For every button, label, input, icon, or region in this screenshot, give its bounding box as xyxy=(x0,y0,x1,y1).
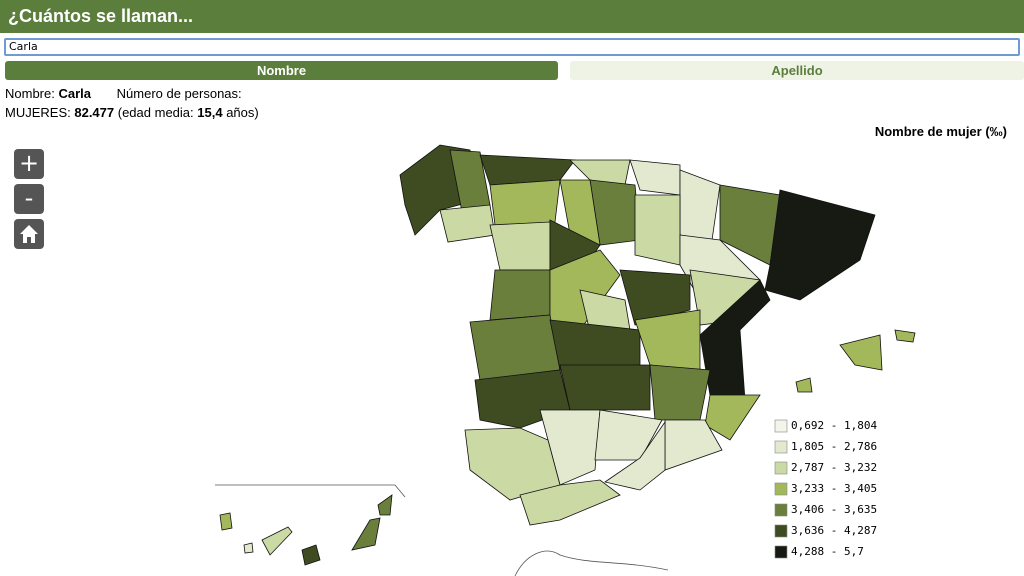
province xyxy=(464,427,561,501)
province xyxy=(489,269,551,321)
header-title: ¿Cuántos se llaman... xyxy=(0,0,1024,33)
province xyxy=(377,494,393,516)
tab-apellido[interactable]: Apellido xyxy=(570,61,1024,80)
age-prefix: (edad media: xyxy=(117,105,194,120)
name-value: Carla xyxy=(58,86,92,101)
legend-label: 3,233 - 3,405 xyxy=(791,482,877,495)
province xyxy=(449,149,491,213)
province xyxy=(439,204,496,243)
home-icon xyxy=(20,225,38,243)
search-input[interactable]: Carla xyxy=(4,38,1020,56)
province xyxy=(704,394,761,441)
province xyxy=(719,184,781,266)
province xyxy=(679,234,761,301)
province xyxy=(479,154,576,186)
province xyxy=(604,420,666,491)
women-line: MUJERES: 82.477 (edad media: 15,4 años) xyxy=(5,105,259,120)
legend-swatch xyxy=(774,524,788,538)
age-suffix: años) xyxy=(226,105,259,120)
women-label: MUJERES: xyxy=(5,105,71,120)
province xyxy=(664,419,723,471)
province xyxy=(699,279,771,401)
province xyxy=(399,144,479,236)
province xyxy=(261,526,293,556)
province xyxy=(764,189,876,301)
province xyxy=(634,194,681,266)
map-title: Nombre de mujer (‰) xyxy=(874,124,1007,139)
legend-label: 3,636 - 4,287 xyxy=(791,524,877,537)
women-count: 82.477 xyxy=(74,105,115,120)
legend-label: 4,288 - 5,7 xyxy=(791,545,864,558)
zoom-in[interactable]: + xyxy=(14,149,44,179)
province xyxy=(839,334,883,371)
province xyxy=(549,319,641,371)
africa-coast xyxy=(514,550,669,576)
province xyxy=(469,314,561,381)
province xyxy=(539,409,601,486)
province xyxy=(679,169,721,241)
province xyxy=(489,221,551,271)
legend-swatch xyxy=(774,461,788,475)
info-line: Nombre: Carla Número de personas: xyxy=(5,86,242,101)
province xyxy=(619,269,691,326)
zoom-out[interactable]: - xyxy=(14,184,44,214)
legend-label: 0,692 - 1,804 xyxy=(791,419,877,432)
province xyxy=(489,179,561,226)
legend-label: 3,406 - 3,635 xyxy=(791,503,877,516)
province xyxy=(219,512,233,531)
province xyxy=(474,369,571,429)
province xyxy=(243,542,254,554)
provinces xyxy=(219,144,916,566)
province xyxy=(894,329,916,343)
province xyxy=(351,517,381,551)
legend-swatch xyxy=(774,545,788,559)
name-label: Nombre: xyxy=(5,86,55,101)
legend-label: 1,805 - 2,786 xyxy=(791,440,877,453)
province xyxy=(579,289,631,333)
province xyxy=(559,364,651,411)
age-value: 15,4 xyxy=(197,105,223,120)
home-button[interactable] xyxy=(14,219,44,249)
legend-swatch xyxy=(774,419,788,433)
canarias-frame xyxy=(215,484,406,498)
count-label: Número de personas: xyxy=(116,86,242,101)
tab-nombre[interactable]: Nombre xyxy=(5,61,558,80)
province xyxy=(559,179,601,246)
legend-swatch xyxy=(774,503,788,517)
province xyxy=(649,364,711,421)
province xyxy=(634,309,701,371)
province xyxy=(549,249,621,331)
legend-swatch xyxy=(774,440,788,454)
province xyxy=(519,479,621,526)
province xyxy=(689,269,761,326)
province xyxy=(594,409,663,461)
province xyxy=(589,179,641,246)
province xyxy=(795,377,813,393)
province xyxy=(549,219,601,276)
legend-label: 2,787 - 3,232 xyxy=(791,461,877,474)
province xyxy=(569,159,631,186)
legend-swatch xyxy=(774,482,788,496)
province xyxy=(629,159,681,196)
province xyxy=(301,544,321,566)
legend: 0,692 - 1,804 1,805 - 2,786 2,787 - 3,232 3… xyxy=(774,419,877,559)
